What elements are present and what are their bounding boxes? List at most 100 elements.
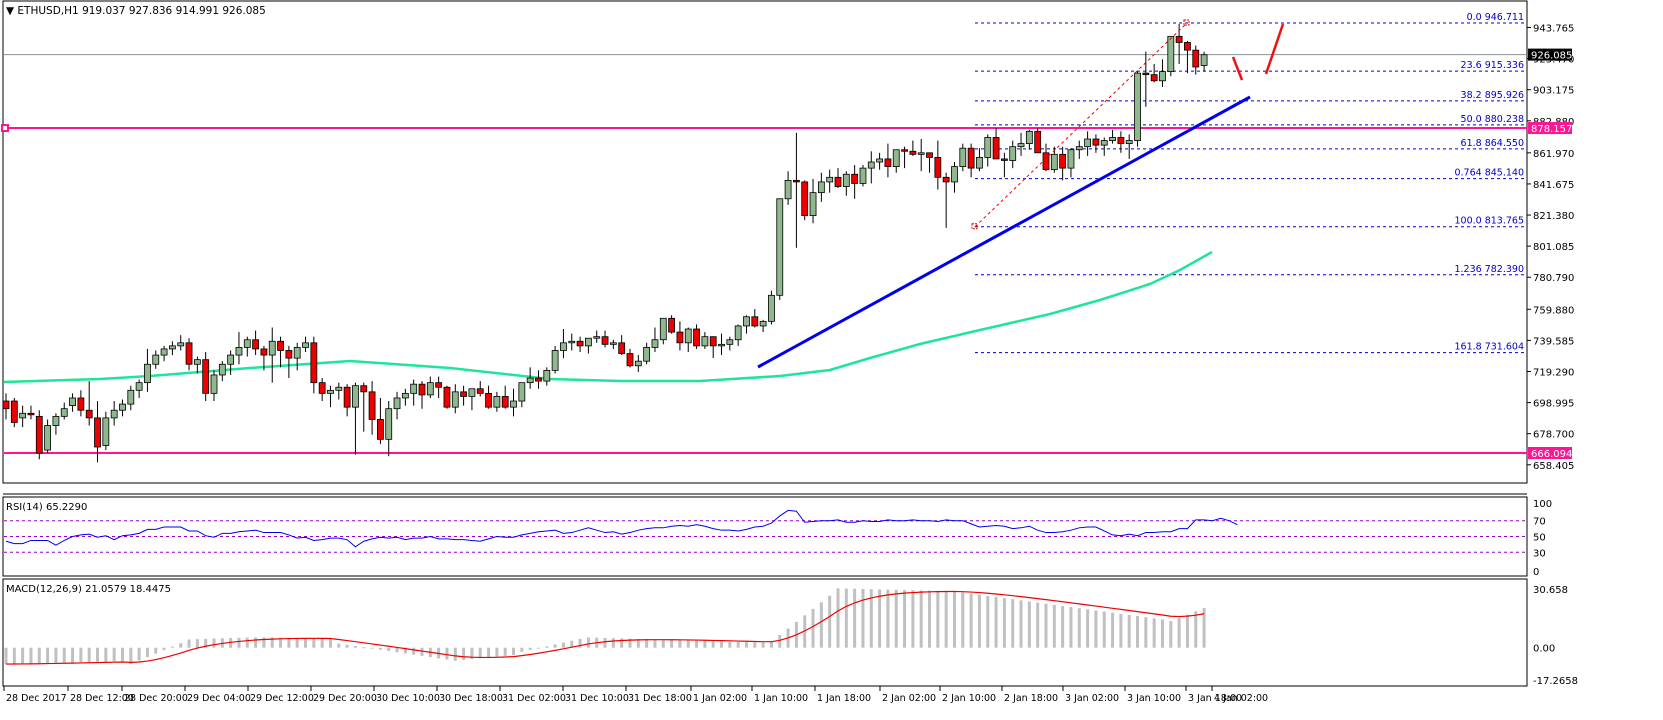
candle xyxy=(643,347,651,362)
candle xyxy=(410,383,418,394)
candle xyxy=(19,412,27,419)
candle xyxy=(543,369,551,382)
svg-text:926.085: 926.085 xyxy=(1531,51,1572,62)
candle xyxy=(942,176,950,183)
time-axis-label: 3 Jan 02:00 xyxy=(1065,693,1119,704)
candle xyxy=(651,339,659,348)
candle xyxy=(1050,153,1058,171)
time-axis-label: 29 Dec 20:00 xyxy=(313,693,377,704)
fib-level-label: 38.2 895.926 xyxy=(1461,90,1524,101)
candle xyxy=(468,388,476,397)
candle xyxy=(1200,54,1208,66)
rsi-line xyxy=(5,509,1238,548)
candle xyxy=(210,374,218,394)
candle xyxy=(1067,149,1075,169)
fib-level-label: 50.0 880.238 xyxy=(1461,114,1524,125)
candle xyxy=(119,403,126,411)
candle xyxy=(27,412,35,416)
candle xyxy=(1150,74,1158,82)
candle xyxy=(110,409,118,419)
candle xyxy=(352,385,359,408)
fib-level-label: 61.8 864.550 xyxy=(1461,138,1524,149)
candle xyxy=(751,316,759,327)
time-axis-label: 1 Jan 18:00 xyxy=(817,693,871,704)
chart-menu-triangle-icon[interactable]: ▼ xyxy=(6,5,15,17)
price-tick: 903.175 xyxy=(1533,86,1574,97)
candle xyxy=(426,382,434,396)
time-axis-label: 31 Dec 02:00 xyxy=(502,693,566,704)
candle xyxy=(152,354,160,365)
candle xyxy=(135,382,143,391)
candles xyxy=(2,24,1208,463)
candle xyxy=(493,396,501,408)
macd-signal-line xyxy=(5,590,1205,665)
candle xyxy=(817,181,825,194)
candle xyxy=(327,389,334,394)
candle xyxy=(10,400,18,423)
candle xyxy=(443,386,451,408)
candle xyxy=(876,158,883,163)
rsi-axis-tick: 0 xyxy=(1533,567,1539,578)
candle xyxy=(1109,137,1116,141)
price-tick: 801.085 xyxy=(1533,242,1574,253)
candle xyxy=(401,392,409,399)
candle xyxy=(609,342,617,345)
price-tick: 719.290 xyxy=(1533,367,1574,378)
candle xyxy=(551,350,559,371)
rsi-axis-tick: 100 xyxy=(1533,499,1552,510)
time-axis-label: 31 Dec 10:00 xyxy=(565,693,629,704)
candle xyxy=(568,340,576,344)
candle xyxy=(94,417,101,448)
candle xyxy=(759,320,767,327)
candle xyxy=(1001,158,1008,161)
current-price-badge xyxy=(1528,48,1572,61)
candle xyxy=(801,181,809,217)
rsi-pane xyxy=(2,496,1528,577)
support-trendline[interactable] xyxy=(757,95,1251,369)
candle xyxy=(376,419,384,440)
candle xyxy=(1042,152,1050,171)
candle xyxy=(202,359,210,394)
candle xyxy=(659,317,667,341)
time-axis-label: 4 Jan 02:00 xyxy=(1214,693,1268,704)
macd-axis-tick: 30.658 xyxy=(1533,585,1568,596)
candle xyxy=(834,176,842,187)
projection-up-stroke xyxy=(1264,23,1285,75)
time-axis-label: 30 Dec 18:00 xyxy=(439,693,503,704)
chart-title: ▼ ETHUSD,H1 919.037 927.836 914.991 926.… xyxy=(6,5,266,17)
candle xyxy=(576,340,584,347)
candle xyxy=(2,400,10,410)
candle xyxy=(60,408,68,417)
fib-level-label: 0.0 946.711 xyxy=(1467,12,1524,23)
level-handle[interactable] xyxy=(1,124,9,133)
price-tick: 943.765 xyxy=(1533,24,1574,35)
candle xyxy=(385,408,393,440)
candle xyxy=(435,382,443,388)
fib-level-label: 161.8 731.604 xyxy=(1454,342,1524,353)
candle xyxy=(343,386,351,408)
price-tick: 780.790 xyxy=(1533,273,1574,284)
candle xyxy=(743,316,750,327)
candle xyxy=(1192,49,1200,68)
candle xyxy=(52,415,60,426)
candle xyxy=(560,342,567,351)
time-axis-label: 2 Jan 02:00 xyxy=(882,693,936,704)
candle xyxy=(917,152,925,155)
candle xyxy=(69,397,76,407)
price-tick: 658.405 xyxy=(1533,461,1574,472)
candle xyxy=(585,337,592,347)
candle xyxy=(909,150,917,155)
candle xyxy=(693,328,700,347)
fib-level-label: 0.764 845.140 xyxy=(1454,168,1524,179)
fib-anchor-line[interactable] xyxy=(974,22,1188,228)
level-price-badge: 878.157 xyxy=(1531,124,1572,135)
candle xyxy=(535,377,542,382)
time-axis-label: 28 Dec 12:00 xyxy=(70,693,134,704)
macd-pane xyxy=(2,578,1528,687)
price-tick: 821.380 xyxy=(1533,211,1574,222)
time-axis-label: 3 Jan 10:00 xyxy=(1127,693,1181,704)
candle xyxy=(951,166,958,183)
time-axis-label: 2 Jan 10:00 xyxy=(942,693,996,704)
candle xyxy=(1084,138,1091,148)
candle xyxy=(1075,146,1083,151)
